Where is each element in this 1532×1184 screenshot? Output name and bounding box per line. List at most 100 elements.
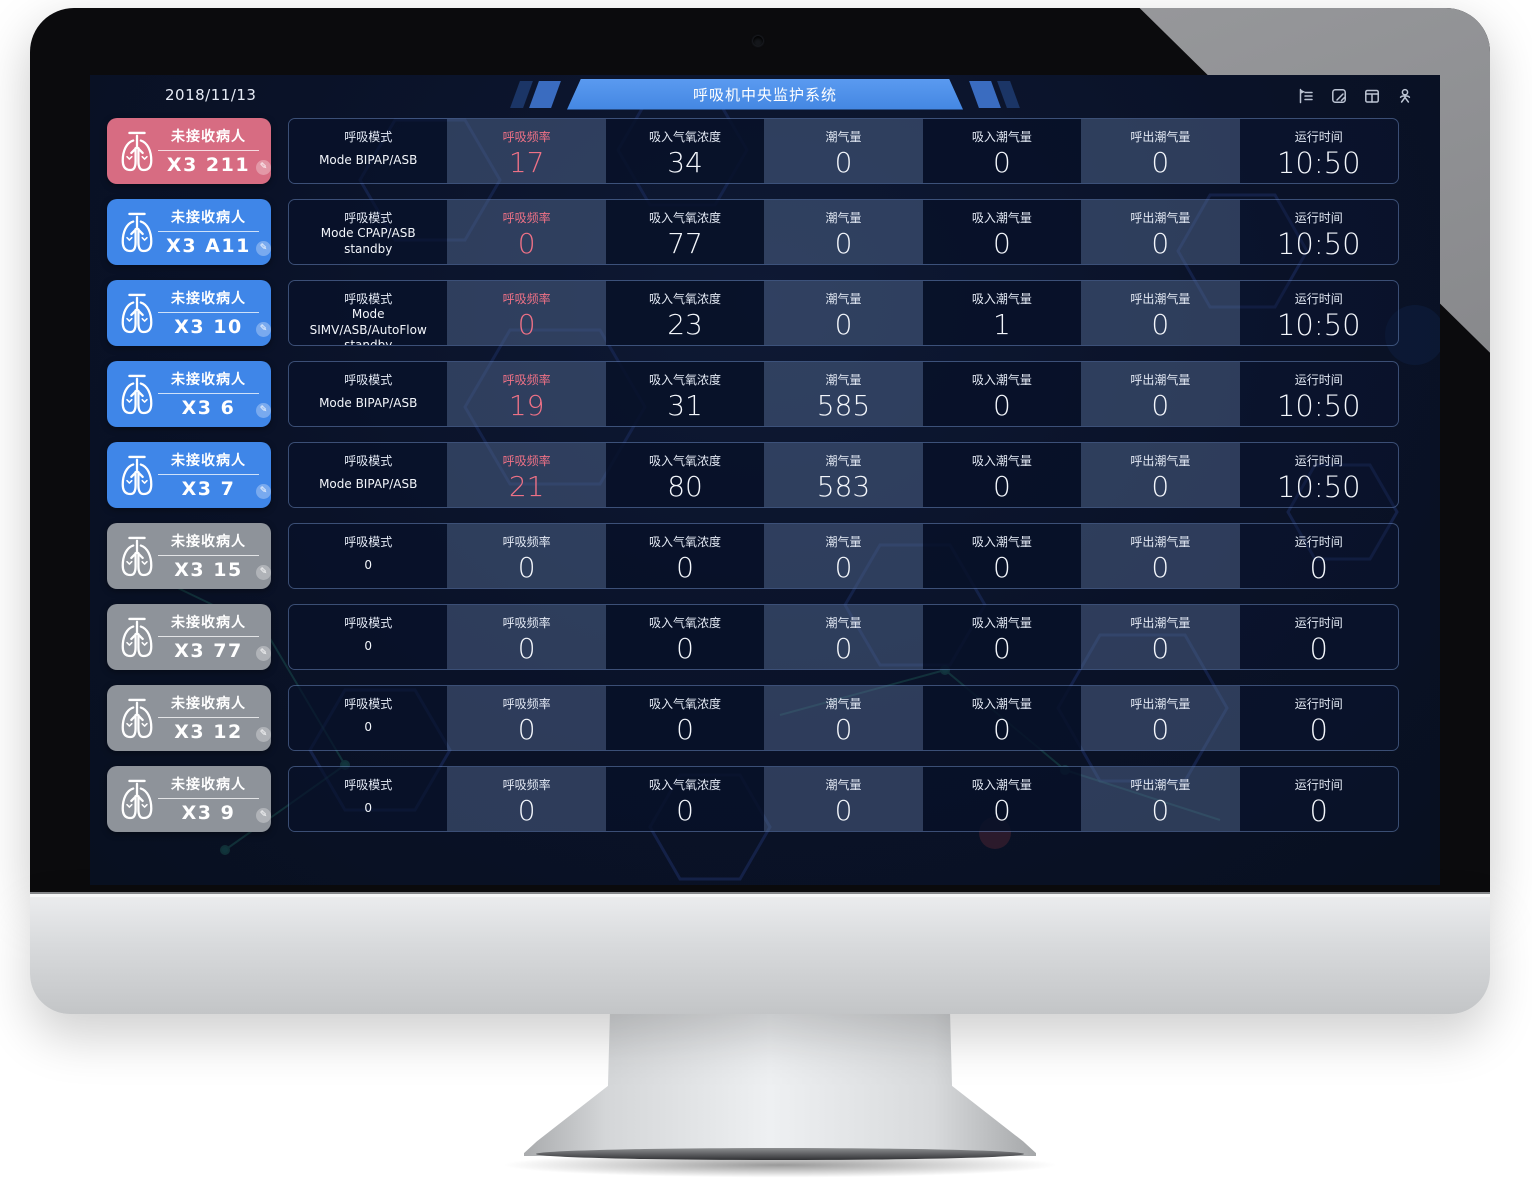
value-runtime: 0 — [1309, 631, 1328, 666]
col-header-mode: 呼吸模式 — [344, 535, 393, 549]
cell-respiratory-rate: 呼吸频率 0 — [447, 767, 606, 831]
cell-runtime: 运行时间 10:50 — [1239, 443, 1398, 507]
edit-badge-icon[interactable]: ✎ — [256, 646, 271, 661]
col-header-fio2: 吸入气氧浓度 — [649, 292, 722, 306]
cell-runtime: 运行时间 0 — [1239, 524, 1398, 588]
cell-inhaled-tidal-volume: 吸入潮气量 1 — [922, 281, 1082, 345]
cell-inhaled-tidal-volume: 吸入潮气量 0 — [922, 524, 1082, 588]
value-rate: 21 — [508, 470, 545, 503]
value-vte: 0 — [1151, 470, 1170, 503]
lung-icon — [116, 615, 158, 659]
col-header-vt: 潮气量 — [825, 211, 862, 225]
cell-tidal-volume: 潮气量 0 — [764, 767, 923, 831]
value-vt: 0 — [834, 227, 853, 260]
patient-card[interactable]: 未接收病人 X3 7 ✎ — [107, 442, 271, 508]
patient-card[interactable]: 未接收病人 X3 77 ✎ — [107, 604, 271, 670]
patient-status-label: 未接收病人 — [171, 210, 246, 226]
value-rate: 0 — [517, 308, 536, 341]
lung-icon — [116, 696, 158, 740]
col-header-runtime: 运行时间 — [1294, 616, 1343, 630]
patient-card[interactable]: 未接收病人 X3 10 ✎ — [107, 280, 271, 346]
value-vt: 583 — [816, 470, 871, 503]
value-vt: 0 — [834, 632, 853, 665]
edit-badge-icon[interactable]: ✎ — [256, 727, 271, 742]
col-header-vt: 潮气量 — [825, 778, 862, 792]
value-vte: 0 — [1151, 551, 1170, 584]
edit-badge-icon[interactable]: ✎ — [256, 808, 271, 823]
patient-row: 未接收病人 X3 A11 ✎ 呼吸模式 Mode CPAP/ASB standb… — [107, 199, 1399, 265]
cell-exhaled-tidal-volume: 呼出潮气量 0 — [1081, 767, 1240, 831]
patient-row: 未接收病人 X3 77 ✎ 呼吸模式 0 呼吸频率 0 吸入气氧浓度 0 潮气量… — [107, 604, 1399, 670]
cell-mode: 呼吸模式 0 — [289, 605, 448, 669]
col-header-fio2: 吸入气氧浓度 — [649, 211, 722, 225]
date-label: 2018/11/13 — [165, 86, 257, 104]
col-header-vte: 呼出潮气量 — [1130, 697, 1191, 711]
card-divider — [158, 798, 259, 799]
vitals-panel: 呼吸模式 0 呼吸频率 0 吸入气氧浓度 0 潮气量 0 吸入潮气量 0 呼出潮… — [288, 604, 1399, 670]
banner-stripe-right-dark — [997, 80, 1020, 108]
banner-stripe-right-mid — [969, 80, 1001, 108]
col-header-vte: 呼出潮气量 — [1130, 616, 1191, 630]
window-layout-icon[interactable] — [1363, 87, 1381, 105]
edit-note-icon[interactable] — [1330, 87, 1348, 105]
monitor-stand-neck — [524, 1010, 1036, 1156]
col-header-vt: 潮气量 — [825, 616, 862, 630]
value-rate: 0 — [517, 713, 536, 746]
cell-mode: 呼吸模式 0 — [289, 524, 448, 588]
vitals-panel: 呼吸模式 Mode BIPAP/ASB 呼吸频率 21 吸入气氧浓度 80 潮气… — [288, 442, 1399, 508]
card-divider — [158, 636, 259, 637]
col-header-vte: 呼出潮气量 — [1130, 454, 1191, 468]
edit-badge-icon[interactable]: ✎ — [256, 565, 271, 580]
cell-respiratory-rate: 呼吸频率 0 — [447, 524, 606, 588]
edit-badge-icon[interactable]: ✎ — [256, 241, 271, 256]
edit-badge-icon[interactable]: ✎ — [256, 160, 271, 175]
value-runtime: 0 — [1309, 793, 1328, 828]
value-vte: 0 — [1151, 794, 1170, 827]
col-header-runtime: 运行时间 — [1294, 292, 1343, 306]
value-rate: 19 — [508, 389, 545, 422]
value-vti: 0 — [992, 551, 1011, 584]
patient-row: 未接收病人 X3 9 ✎ 呼吸模式 0 呼吸频率 0 吸入气氧浓度 0 潮气量 … — [107, 766, 1399, 832]
patient-status-label: 未接收病人 — [171, 129, 246, 145]
patient-card[interactable]: 未接收病人 X3 211 ✎ — [107, 118, 271, 184]
patient-row: 未接收病人 X3 211 ✎ 呼吸模式 Mode BIPAP/ASB 呼吸频率 … — [107, 118, 1399, 184]
col-header-vti: 吸入潮气量 — [971, 535, 1032, 549]
col-header-fio2: 吸入气氧浓度 — [649, 778, 722, 792]
col-header-vt: 潮气量 — [825, 292, 862, 306]
collapse-menu-icon[interactable] — [1297, 87, 1315, 105]
col-header-rate: 呼吸频率 — [502, 292, 551, 306]
col-header-runtime: 运行时间 — [1294, 535, 1343, 549]
col-header-fio2: 吸入气氧浓度 — [649, 616, 722, 630]
vitals-panel: 呼吸模式 0 呼吸频率 0 吸入气氧浓度 0 潮气量 0 吸入潮气量 0 呼出潮… — [288, 766, 1399, 832]
patient-row: 未接收病人 X3 7 ✎ 呼吸模式 Mode BIPAP/ASB 呼吸频率 21… — [107, 442, 1399, 508]
patient-card[interactable]: 未接收病人 X3 12 ✎ — [107, 685, 271, 751]
col-header-rate: 呼吸频率 — [502, 778, 551, 792]
vitals-panel: 呼吸模式 Mode CPAP/ASB standby 呼吸频率 0 吸入气氧浓度… — [288, 199, 1399, 265]
edit-badge-icon[interactable]: ✎ — [256, 403, 271, 418]
cell-mode: 呼吸模式 Mode BIPAP/ASB — [289, 119, 448, 183]
cell-respiratory-rate: 呼吸频率 0 — [447, 605, 606, 669]
value-rate: 0 — [517, 632, 536, 665]
patient-card[interactable]: 未接收病人 X3 9 ✎ — [107, 766, 271, 832]
cell-respiratory-rate: 呼吸频率 21 — [447, 443, 606, 507]
value-vt: 0 — [834, 713, 853, 746]
col-header-vt: 潮气量 — [825, 535, 862, 549]
edit-badge-icon[interactable]: ✎ — [256, 484, 271, 499]
patient-card[interactable]: 未接收病人 X3 15 ✎ — [107, 523, 271, 589]
col-header-vt: 潮气量 — [825, 373, 862, 387]
patient-card[interactable]: 未接收病人 X3 A11 ✎ — [107, 199, 271, 265]
card-text: 未接收病人 X3 15 ✎ — [158, 531, 271, 581]
cell-exhaled-tidal-volume: 呼出潮气量 0 — [1081, 119, 1240, 183]
cell-exhaled-tidal-volume: 呼出潮气量 0 — [1081, 686, 1240, 750]
cell-inhaled-tidal-volume: 吸入潮气量 0 — [922, 605, 1082, 669]
value-vte: 0 — [1151, 389, 1170, 422]
patient-card[interactable]: 未接收病人 X3 6 ✎ — [107, 361, 271, 427]
edit-badge-icon[interactable]: ✎ — [256, 322, 271, 337]
cell-exhaled-tidal-volume: 呼出潮气量 0 — [1081, 605, 1240, 669]
patient-row: 未接收病人 X3 10 ✎ 呼吸模式 Mode SIMV/ASB/AutoFlo… — [107, 280, 1399, 346]
cell-runtime: 运行时间 10:50 — [1239, 281, 1398, 345]
app-screen: 2018/11/13 呼吸机中央监护系统 — [90, 75, 1440, 885]
user-icon[interactable] — [1396, 87, 1414, 105]
value-vti: 1 — [992, 308, 1011, 341]
